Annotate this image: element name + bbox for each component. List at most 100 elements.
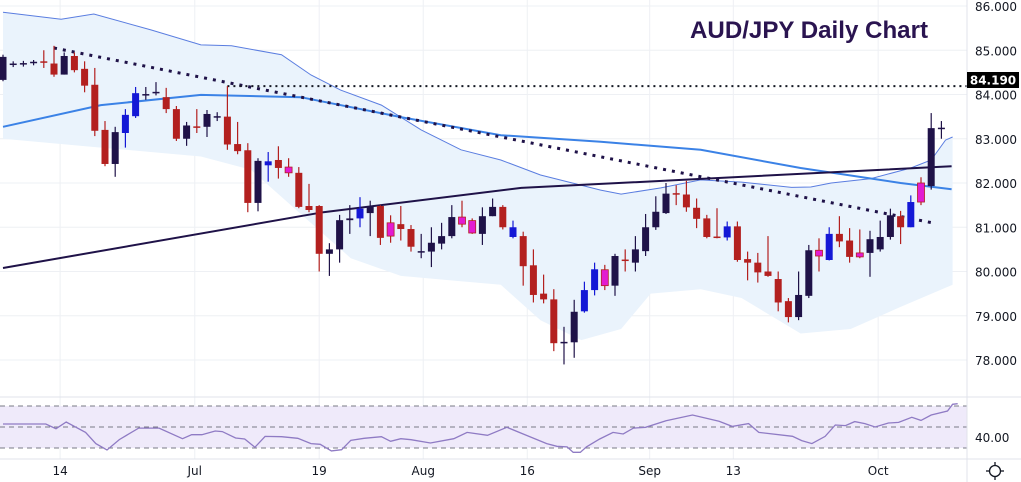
candle-body — [723, 226, 731, 238]
candle-body — [570, 311, 578, 343]
candle — [713, 208, 721, 239]
candle — [397, 206, 405, 241]
candle-body — [264, 161, 272, 166]
date-tick-label: 19 — [312, 464, 327, 478]
candle-body — [132, 93, 140, 117]
candle-body — [855, 252, 864, 258]
candle-body — [162, 97, 170, 110]
chart-title: AUD/JPY Daily Chart — [690, 17, 928, 44]
candle-body — [682, 194, 690, 208]
candle-body — [764, 271, 772, 276]
price-tick-label: 86.000 — [975, 0, 1017, 14]
candle-body — [70, 56, 78, 71]
candle-body — [366, 206, 374, 214]
candle-body — [438, 236, 446, 244]
candle-body — [427, 242, 435, 252]
price-tag-bg — [967, 72, 1019, 88]
candle-body — [295, 172, 303, 207]
candle-body — [876, 236, 884, 250]
candle-body — [703, 218, 711, 237]
candle-body — [30, 61, 38, 64]
candle-body — [397, 224, 405, 230]
candle — [111, 126, 119, 177]
candle — [325, 243, 333, 276]
candle-body — [611, 256, 619, 286]
candle — [703, 214, 711, 239]
candle-body — [152, 91, 160, 94]
candle — [907, 195, 915, 228]
candle-body — [591, 269, 599, 291]
candle-body — [499, 206, 507, 228]
candle-body — [172, 109, 180, 139]
candle — [795, 271, 803, 321]
candle-body — [897, 216, 905, 228]
candle-body — [580, 290, 588, 312]
price-tick-label: 84.000 — [975, 89, 1017, 103]
candle — [754, 252, 762, 283]
candle-body — [866, 239, 874, 253]
candle-body — [642, 227, 650, 252]
candle-body — [193, 126, 201, 128]
candle — [0, 54, 7, 82]
candle-body — [91, 84, 99, 131]
candle-body — [784, 301, 792, 318]
candle — [580, 281, 588, 313]
candle-body — [519, 236, 527, 267]
candle-body — [846, 240, 854, 257]
candle-body — [540, 293, 548, 300]
candle-body — [631, 249, 639, 263]
candle-body — [356, 208, 364, 219]
candle-body — [478, 216, 486, 234]
candle — [284, 158, 293, 177]
candle-body — [305, 206, 313, 210]
candle-body — [937, 127, 945, 130]
candle — [254, 158, 262, 212]
candle — [234, 121, 242, 155]
candle-body — [234, 144, 242, 152]
candle — [305, 183, 313, 213]
candle-body — [509, 227, 517, 237]
candle-body — [346, 218, 354, 221]
price-tick-label: 85.000 — [975, 44, 1017, 58]
candle-body — [81, 68, 89, 86]
candle-body — [662, 193, 670, 214]
price-tag-label: 84.190 — [970, 74, 1016, 88]
candle-body — [336, 220, 344, 250]
candle — [346, 205, 354, 234]
candle — [489, 198, 497, 217]
candle — [448, 205, 456, 239]
candle — [825, 227, 833, 261]
bollinger-bands — [2, 11, 953, 341]
candle-body — [121, 114, 129, 133]
candle — [509, 220, 517, 239]
candle-body — [560, 341, 568, 344]
candle — [121, 109, 129, 148]
candle — [642, 213, 650, 257]
candle — [172, 106, 180, 141]
price-tick-label: 81.000 — [975, 221, 1017, 235]
candle — [19, 60, 27, 67]
candle-body — [927, 128, 935, 187]
candle-body — [111, 132, 119, 164]
candle — [315, 205, 323, 272]
candle-body — [468, 220, 477, 234]
upper-band-line — [2, 11, 953, 195]
candle-body — [376, 206, 384, 238]
candle — [40, 50, 48, 68]
candle-body — [805, 250, 813, 296]
candle — [764, 236, 772, 277]
gear-icon[interactable] — [986, 462, 1004, 480]
candle — [672, 185, 680, 206]
candle — [744, 251, 752, 281]
candle — [784, 298, 792, 323]
rsi-line — [3, 403, 958, 453]
price-tick-label: 80.000 — [975, 266, 1017, 280]
candle-body — [835, 233, 843, 242]
candle-body — [529, 265, 537, 295]
candle — [193, 109, 201, 133]
date-tick-label: 13 — [726, 464, 741, 478]
date-tick-label: Jul — [187, 464, 202, 478]
candle — [570, 299, 578, 358]
